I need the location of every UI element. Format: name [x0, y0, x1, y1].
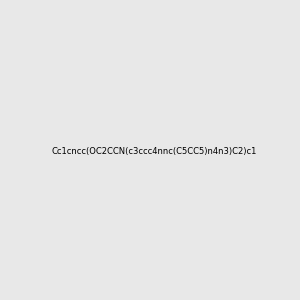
Text: Cc1cncc(OC2CCN(c3ccc4nnc(C5CC5)n4n3)C2)c1: Cc1cncc(OC2CCN(c3ccc4nnc(C5CC5)n4n3)C2)c… — [51, 147, 256, 156]
